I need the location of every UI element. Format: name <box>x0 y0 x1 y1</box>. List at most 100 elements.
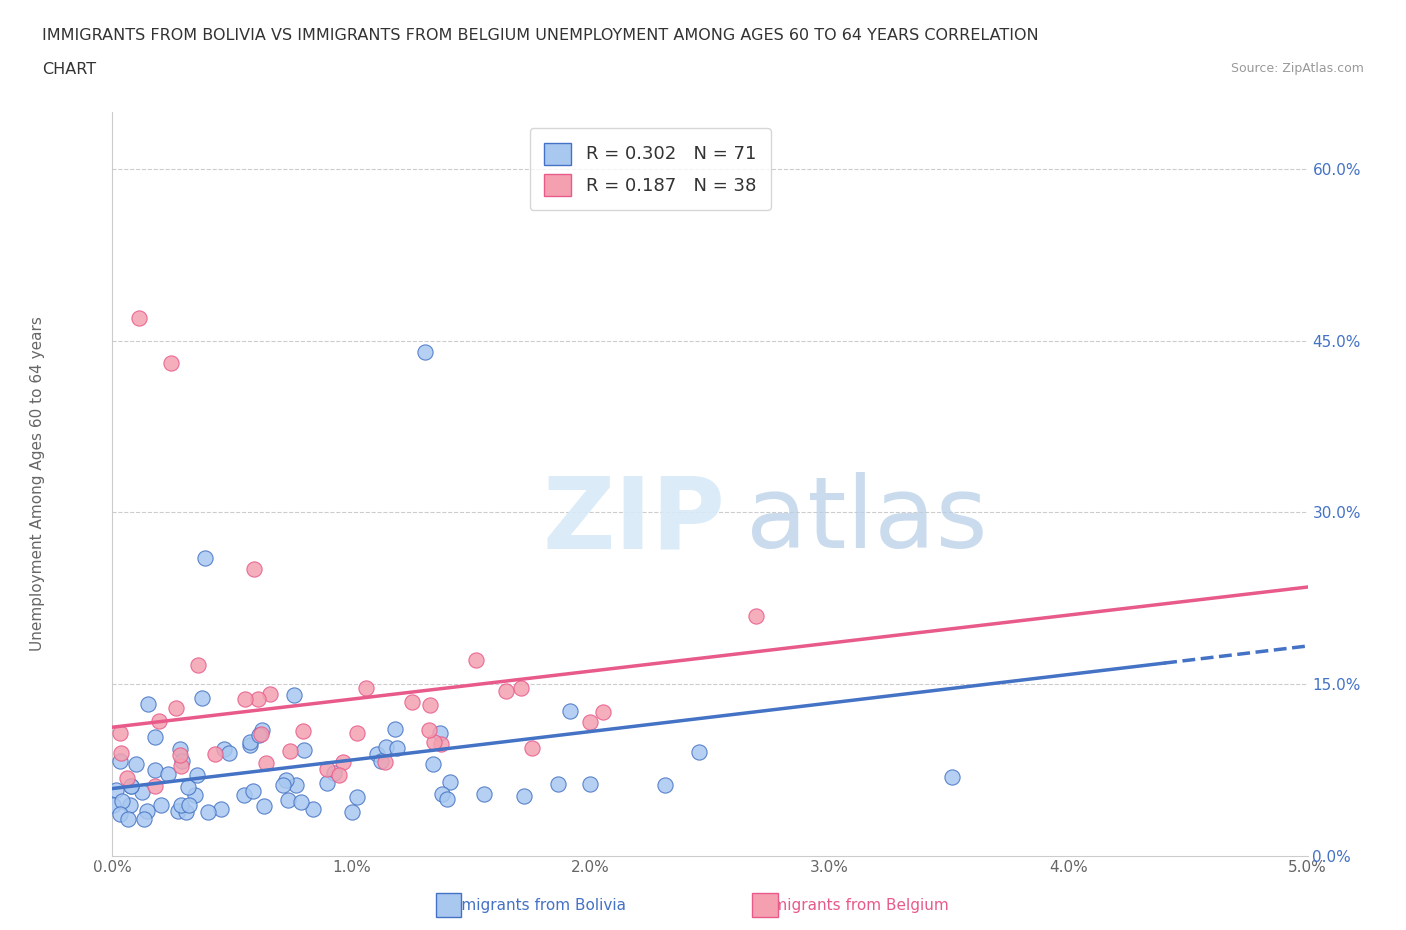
Immigrants from Bolivia <box>172 753 194 768</box>
Immigrants from Bolivia <box>247 728 270 743</box>
Text: CHART: CHART <box>42 62 96 77</box>
Immigrants from Bolivia <box>558 703 581 718</box>
Immigrants from Belgium <box>401 695 423 710</box>
Immigrants from Bolivia <box>385 741 408 756</box>
Immigrants from Bolivia <box>315 776 337 790</box>
Immigrants from Bolivia <box>194 551 217 565</box>
Immigrants from Bolivia <box>174 804 197 819</box>
Immigrants from Bolivia <box>430 787 453 802</box>
Immigrants from Belgium <box>204 747 226 762</box>
Immigrants from Belgium <box>128 311 150 325</box>
Immigrants from Bolivia <box>132 812 155 827</box>
Legend: R = 0.302   N = 71, R = 0.187   N = 38: R = 0.302 N = 71, R = 0.187 N = 38 <box>530 128 770 210</box>
Immigrants from Bolivia <box>302 802 325 817</box>
Immigrants from Bolivia <box>239 737 262 752</box>
Immigrants from Bolivia <box>370 754 392 769</box>
Immigrants from Bolivia <box>276 772 298 787</box>
Immigrants from Belgium <box>117 770 139 785</box>
Immigrants from Belgium <box>495 684 517 698</box>
Immigrants from Belgium <box>332 755 354 770</box>
Immigrants from Bolivia <box>654 777 676 792</box>
Immigrants from Bolivia <box>169 742 191 757</box>
Immigrants from Belgium <box>354 681 377 696</box>
Immigrants from Belgium <box>316 762 339 777</box>
Text: atlas: atlas <box>747 472 987 569</box>
Immigrants from Bolivia <box>105 782 128 797</box>
Immigrants from Bolivia <box>218 745 240 760</box>
Immigrants from Bolivia <box>143 763 166 777</box>
Immigrants from Bolivia <box>120 797 142 812</box>
Immigrants from Bolivia <box>167 804 190 819</box>
Immigrants from Bolivia <box>170 797 193 812</box>
Immigrants from Bolivia <box>197 804 219 819</box>
Immigrants from Belgium <box>235 691 257 706</box>
Immigrants from Bolivia <box>422 757 444 772</box>
Immigrants from Bolivia <box>120 778 142 793</box>
Immigrants from Bolivia <box>143 729 166 744</box>
Immigrants from Belgium <box>247 691 270 706</box>
Immigrants from Belgium <box>143 778 166 793</box>
Text: ZIP: ZIP <box>543 472 725 569</box>
Text: Immigrants from Belgium: Immigrants from Belgium <box>752 897 949 912</box>
Immigrants from Bolivia <box>688 744 710 759</box>
Immigrants from Bolivia <box>429 725 451 740</box>
Immigrants from Belgium <box>169 748 191 763</box>
Immigrants from Belgium <box>249 727 271 742</box>
Immigrants from Bolivia <box>186 768 208 783</box>
Immigrants from Belgium <box>110 725 132 740</box>
Immigrants from Bolivia <box>253 799 276 814</box>
Immigrants from Bolivia <box>250 723 273 737</box>
Immigrants from Bolivia <box>941 770 963 785</box>
Immigrants from Belgium <box>160 356 183 371</box>
Immigrants from Bolivia <box>374 739 396 754</box>
Immigrants from Belgium <box>187 658 209 672</box>
Immigrants from Bolivia <box>366 747 388 762</box>
Immigrants from Belgium <box>259 686 281 701</box>
Immigrants from Bolivia <box>150 797 173 812</box>
Immigrants from Bolivia <box>111 793 134 808</box>
Immigrants from Bolivia <box>136 804 159 818</box>
Text: Source: ZipAtlas.com: Source: ZipAtlas.com <box>1230 62 1364 75</box>
Immigrants from Bolivia <box>131 785 153 800</box>
Immigrants from Belgium <box>292 724 315 739</box>
Immigrants from Belgium <box>592 704 614 719</box>
Immigrants from Bolivia <box>212 741 235 756</box>
Immigrants from Belgium <box>170 758 193 773</box>
Immigrants from Bolivia <box>271 777 294 792</box>
Immigrants from Bolivia <box>439 775 461 790</box>
Immigrants from Belgium <box>148 713 170 728</box>
Immigrants from Belgium <box>278 743 301 758</box>
Text: IMMIGRANTS FROM BOLIVIA VS IMMIGRANTS FROM BELGIUM UNEMPLOYMENT AMONG AGES 60 TO: IMMIGRANTS FROM BOLIVIA VS IMMIGRANTS FR… <box>42 28 1039 43</box>
Immigrants from Belgium <box>520 741 543 756</box>
Immigrants from Belgium <box>254 755 277 770</box>
Immigrants from Belgium <box>465 653 488 668</box>
Immigrants from Belgium <box>430 737 453 751</box>
Immigrants from Bolivia <box>242 783 264 798</box>
Immigrants from Bolivia <box>277 793 299 808</box>
Immigrants from Bolivia <box>239 735 262 750</box>
Immigrants from Bolivia <box>177 779 200 794</box>
Immigrants from Bolivia <box>191 691 214 706</box>
Y-axis label: Unemployment Among Ages 60 to 64 years: Unemployment Among Ages 60 to 64 years <box>31 316 45 651</box>
Immigrants from Belgium <box>418 723 440 737</box>
Immigrants from Bolivia <box>285 778 308 793</box>
Immigrants from Bolivia <box>342 805 364 820</box>
Immigrants from Bolivia <box>436 791 458 806</box>
Immigrants from Belgium <box>374 754 396 769</box>
Immigrants from Bolivia <box>233 788 256 803</box>
Immigrants from Bolivia <box>384 722 406 737</box>
Immigrants from Belgium <box>422 735 444 750</box>
Immigrants from Bolivia <box>209 802 232 817</box>
Immigrants from Belgium <box>419 698 441 712</box>
Immigrants from Bolivia <box>346 790 368 804</box>
Immigrants from Bolivia <box>472 787 495 802</box>
Immigrants from Bolivia <box>136 697 159 711</box>
Immigrants from Bolivia <box>103 798 125 813</box>
Immigrants from Bolivia <box>156 766 179 781</box>
Immigrants from Bolivia <box>124 756 146 771</box>
Immigrants from Bolivia <box>110 754 132 769</box>
Immigrants from Bolivia <box>117 812 139 827</box>
Immigrants from Bolivia <box>108 807 131 822</box>
Immigrants from Belgium <box>328 767 350 782</box>
Immigrants from Belgium <box>510 681 533 696</box>
